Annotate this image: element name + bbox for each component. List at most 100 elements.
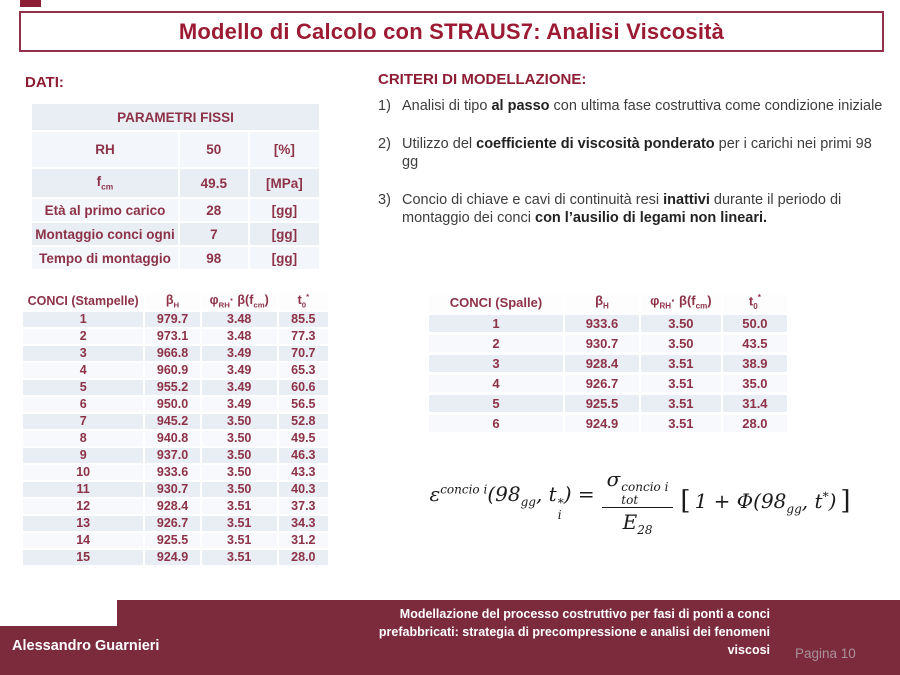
column-header: φRH· β(fcm) [201,293,277,311]
table-cell: 960.9 [145,363,200,379]
table-cell: 933.6 [145,465,200,481]
table-cell: 15 [23,550,144,566]
table-cell: 60.6 [278,380,328,396]
table-cell: 3.51 [201,533,277,549]
table-row: Età al primo carico 28 [gg] [32,199,319,221]
footer-thesis-line: viscosi [727,643,770,657]
table-cell: 3.50 [201,414,277,430]
table-cell: 7 [23,414,144,430]
table-cell: 5 [23,380,144,396]
table-cell: 37.3 [278,499,328,515]
table-row: 11 930.7 3.50 40.3 [23,482,328,498]
criteri-list: 1) Analisi di tipo al passo con ultima fa… [378,97,885,247]
table-cell: 926.7 [564,374,639,392]
criteria-item-text: Analisi di tipo al passo con ultima fase… [402,98,883,114]
column-header: βH [564,294,639,312]
criteria-item-number: 2) [378,135,391,152]
table-row: Montaggio conci ogni 7 [gg] [32,223,319,245]
table-cell: 11 [23,482,144,498]
table-cell: 52.8 [278,414,328,430]
table-row: 13 926.7 3.51 34.3 [23,516,328,532]
table-cell: 937.0 [145,448,200,464]
table-cell: 50.0 [722,314,787,332]
column-header: t0* [278,292,328,311]
table-cell: 49.5 [278,431,328,447]
table-row: 4 926.7 3.51 35.0 [429,374,787,392]
table-cell: 14 [23,533,144,549]
table-cell: 6 [23,397,144,413]
table-cell: 50 [179,132,248,167]
table-cell: 70.7 [278,346,328,362]
table-row: 7 945.2 3.50 52.8 [23,414,328,430]
table-cell: [MPa] [249,169,319,197]
table-title-cell: PARAMETRI FISSI [32,104,319,130]
footer-thesis-line: prefabbricati: strategia di precompressi… [378,625,770,639]
table-cell: 930.7 [564,334,639,352]
table-cell: 43.5 [722,334,787,352]
table-cell: 3.49 [201,397,277,413]
table-cell: 3.50 [201,482,277,498]
formula-close-bracket: ] [840,486,851,516]
dati-heading: DATI: [25,74,64,91]
table-cell: 56.5 [278,397,328,413]
table-cell: 925.5 [145,533,200,549]
table-cell: 4 [429,374,563,392]
table-cell: 945.2 [145,414,200,430]
table-cell: 35.0 [722,374,787,392]
table-cell: 3.51 [201,550,277,566]
table-row: 12 928.4 3.51 37.3 [23,499,328,515]
formula-denominator: E28 [622,510,653,538]
table-cell: 1 [23,312,144,328]
criteria-item-number: 1) [378,98,391,114]
page-number: Pagina 10 [795,646,856,661]
table-cell: 3.49 [201,363,277,379]
table-cell: 3 [23,346,144,362]
table-cell: 979.7 [145,312,200,328]
criteria-item-text: Utilizzo del coefficiente di viscosità p… [402,135,872,171]
table-cell: 3.51 [641,354,721,372]
table-cell: 928.4 [564,354,639,372]
criteria-item: 2) Utilizzo del coefficiente di viscosità… [378,135,885,172]
table-row: RH 50 [%] [32,132,319,167]
table-cell: fcm [32,169,178,197]
table-cell: 28.0 [722,414,787,432]
formula-left: εconcio i(98gg, t * i) = [429,482,595,523]
table-cell: 950.0 [145,397,200,413]
table-cell: 77.3 [278,329,328,345]
table-cell: Montaggio conci ogni [32,223,178,245]
table-cell: 3.51 [641,374,721,392]
table-cell: 7 [179,223,248,245]
table-cell: 34.3 [278,516,328,532]
footer-thesis-line: Modellazione del processo costruttivo pe… [399,607,770,621]
table-cell: Età al primo carico [32,199,178,221]
criteria-item: 3) Concio di chiave e cavi di continuità … [378,191,885,228]
table-row: 4 960.9 3.49 65.3 [23,363,328,379]
column-header: βH [145,293,200,311]
table-row: 9 937.0 3.50 46.3 [23,448,328,464]
table-cell: 46.3 [278,448,328,464]
table-cell: 40.3 [278,482,328,498]
table-cell: 924.9 [145,550,200,566]
table-row: Tempo di montaggio 98 [gg] [32,247,319,269]
table-row: 2 973.1 3.48 77.3 [23,329,328,345]
table-cell: 31.2 [278,533,328,549]
parametri-fissi-table: PARAMETRI FISSI RH 50 [%] fcm 49.5 [MPa] Età a… [30,102,321,271]
formula-numerator: σ concio i tot [601,467,674,509]
table-cell: 925.5 [564,394,639,412]
table-cell: 3.51 [641,394,721,412]
table-header-row: CONCI (Stampelle) βH φRH· β(fcm) t0* [23,292,328,311]
table-cell: 3 [429,354,563,372]
table-cell: 924.9 [564,414,639,432]
table-cell: 955.2 [145,380,200,396]
table-cell: 3.50 [201,465,277,481]
table-cell: 2 [23,329,144,345]
table-cell: 43.3 [278,465,328,481]
table-cell: 3.51 [641,414,721,432]
table-row: PARAMETRI FISSI [32,104,319,130]
table-row: 3 966.8 3.49 70.7 [23,346,328,362]
criteria-item-number: 3) [378,191,391,208]
table-cell: 3.50 [641,314,721,332]
page-title: Modello di Calcolo con STRAUS7: Analisi … [178,18,725,44]
table-cell: 85.5 [278,312,328,328]
table-cell: 98 [179,247,248,269]
